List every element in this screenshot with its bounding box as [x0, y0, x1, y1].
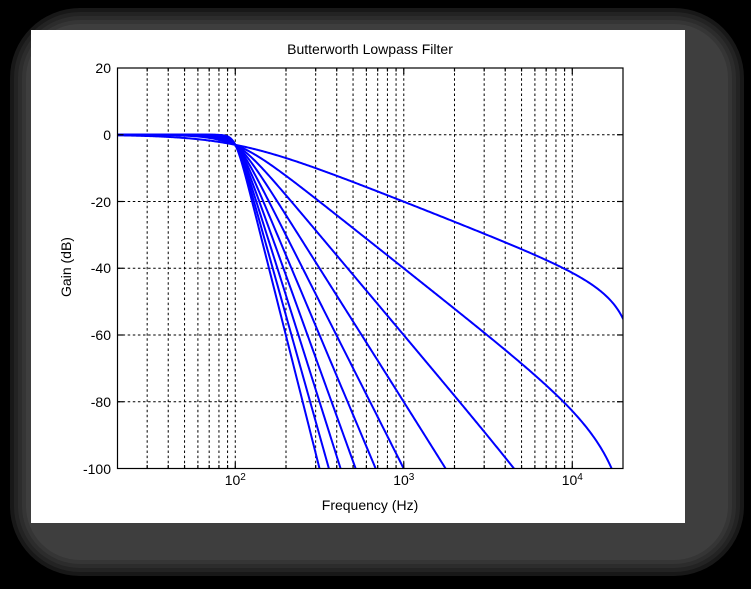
grid-lines: [117, 68, 623, 469]
axes-box: [116, 67, 624, 470]
chart-title: Butterworth Lowpass Filter: [287, 41, 453, 57]
y-tick-label: -20: [90, 193, 111, 210]
x-tick-label: 103: [393, 472, 415, 488]
y-tick-label: -100: [82, 460, 111, 477]
figure-window: [31, 30, 685, 523]
x-axis-label: Frequency (Hz): [321, 497, 419, 513]
curve-order-10: [117, 133, 321, 469]
y-tick-label: -60: [90, 327, 111, 343]
curve-order-2: [117, 133, 613, 469]
curve-order-1: [117, 134, 623, 320]
y-tick-label: 20: [95, 60, 111, 76]
curve-order-7: [117, 133, 357, 469]
y-tick-label: -40: [90, 260, 111, 277]
y-tick-label: 0: [103, 126, 111, 143]
curve-order-3: [117, 133, 516, 469]
y-tick-label: -80: [90, 393, 111, 410]
filter-response-curves: [117, 133, 623, 469]
x-tick-label: 102: [224, 472, 246, 488]
x-tick-label: 104: [561, 472, 583, 488]
